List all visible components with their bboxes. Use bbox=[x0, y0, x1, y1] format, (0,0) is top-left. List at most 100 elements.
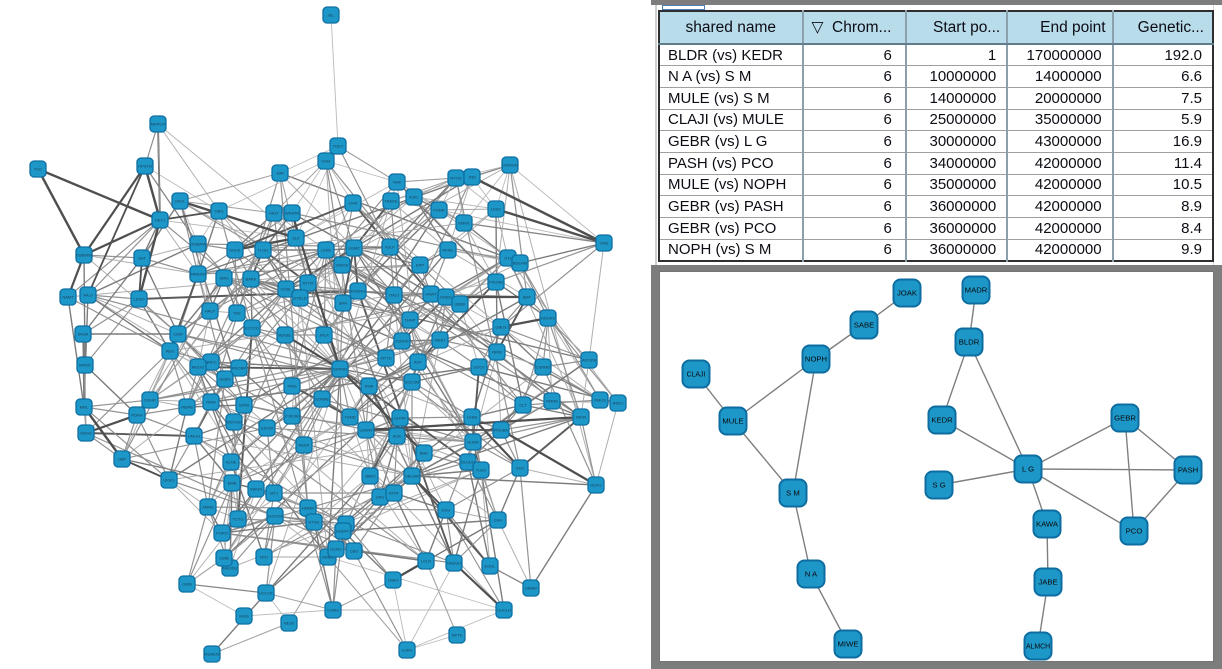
svg-text:SATB: SATB bbox=[239, 403, 249, 408]
svg-text:RRW: RRW bbox=[492, 350, 502, 355]
svg-text:GWGS: GWGS bbox=[336, 263, 349, 268]
svg-text:UUOCN: UUOCN bbox=[268, 514, 283, 519]
svg-text:KMA: KMA bbox=[365, 384, 374, 389]
svg-text:MGDO: MGDO bbox=[192, 365, 204, 370]
svg-text:HLRG: HLRG bbox=[590, 483, 601, 488]
svg-text:GGT: GGT bbox=[516, 466, 525, 471]
svg-text:UMUH: UMUH bbox=[188, 434, 200, 439]
svg-text:DBGS: DBGS bbox=[80, 431, 92, 436]
svg-text:ODUKS: ODUKS bbox=[541, 316, 556, 321]
svg-text:OBG: OBG bbox=[215, 209, 224, 214]
svg-text:DOHR: DOHR bbox=[144, 398, 156, 403]
svg-text:HTSU: HTSU bbox=[309, 520, 320, 525]
svg-text:WDATN: WDATN bbox=[285, 211, 299, 216]
svg-text:HUBN: HUBN bbox=[467, 440, 478, 445]
svg-text:TAASE: TAASE bbox=[385, 199, 398, 204]
svg-text:OASGU: OASGU bbox=[447, 561, 462, 566]
svg-text:SHH: SHH bbox=[339, 301, 348, 306]
svg-text:MNL: MNL bbox=[80, 405, 89, 410]
svg-text:MIWE: MIWE bbox=[838, 640, 859, 649]
svg-text:KAWA: KAWA bbox=[1036, 520, 1059, 529]
svg-text:WSTGW: WSTGW bbox=[226, 420, 242, 425]
svg-text:HAWT: HAWT bbox=[425, 292, 437, 297]
svg-text:N A: N A bbox=[805, 570, 818, 579]
svg-text:PSOAB: PSOAB bbox=[489, 280, 503, 285]
svg-text:RMUS: RMUS bbox=[594, 398, 606, 403]
svg-text:NHK: NHK bbox=[393, 180, 402, 185]
svg-text:BLDR: BLDR bbox=[959, 338, 980, 347]
svg-text:HPSTN: HPSTN bbox=[138, 164, 152, 169]
svg-text:CLT: CLT bbox=[519, 403, 527, 408]
svg-text:NAMT: NAMT bbox=[62, 295, 74, 300]
svg-text:PONR: PONR bbox=[433, 208, 445, 213]
svg-text:BHK: BHK bbox=[420, 451, 429, 456]
svg-text:SMG: SMG bbox=[219, 276, 228, 281]
svg-text:UGMC: UGMC bbox=[348, 246, 360, 251]
svg-text:NRKC: NRKC bbox=[205, 360, 216, 365]
svg-text:SMJA: SMJA bbox=[78, 332, 89, 337]
svg-text:PDKH: PDKH bbox=[131, 413, 142, 418]
svg-text:RTOD: RTOD bbox=[450, 176, 461, 181]
svg-text:TGC: TGC bbox=[34, 167, 43, 172]
svg-text:EDOM: EDOM bbox=[261, 426, 273, 431]
svg-text:MTJ: MTJ bbox=[270, 491, 278, 496]
svg-text:SBLHM: SBLHM bbox=[405, 474, 419, 479]
svg-text:ECTCD: ECTCD bbox=[245, 326, 259, 331]
svg-text:LDSE: LDSE bbox=[321, 248, 332, 253]
svg-text:SLK: SLK bbox=[292, 236, 300, 241]
svg-text:BARK: BARK bbox=[246, 277, 257, 282]
svg-text:RRW: RRW bbox=[206, 400, 216, 405]
svg-text:UOOJ: UOOJ bbox=[473, 365, 484, 370]
svg-text:RTTM: RTTM bbox=[302, 281, 313, 286]
svg-text:EPP: EPP bbox=[416, 263, 424, 268]
svg-text:PMUBA: PMUBA bbox=[494, 428, 509, 433]
svg-text:LDSC: LDSC bbox=[491, 207, 502, 212]
svg-text:CSRMD: CSRMD bbox=[536, 365, 551, 370]
svg-text:HWS: HWS bbox=[239, 614, 249, 619]
svg-text:NJLP: NJLP bbox=[385, 245, 395, 250]
svg-text:ADOPB: ADOPB bbox=[582, 358, 596, 363]
svg-text:LCLR: LCLR bbox=[421, 559, 431, 564]
svg-text:S M: S M bbox=[786, 489, 800, 498]
svg-text:ATNT: ATNT bbox=[389, 491, 400, 496]
svg-text:CHMS: CHMS bbox=[327, 608, 339, 613]
svg-text:UKEG: UKEG bbox=[163, 478, 174, 483]
svg-text:NOPH: NOPH bbox=[805, 355, 827, 364]
svg-text:MKBT: MKBT bbox=[434, 338, 446, 343]
svg-text:SABE: SABE bbox=[854, 321, 875, 330]
svg-text:JBMO: JBMO bbox=[364, 474, 375, 479]
svg-text:HRJN: HRJN bbox=[576, 415, 587, 420]
svg-text:MKPCH: MKPCH bbox=[151, 122, 166, 127]
svg-text:UCWJ: UCWJ bbox=[330, 547, 342, 552]
svg-text:GJKH: GJKH bbox=[402, 648, 413, 653]
svg-text:LKEB: LKEB bbox=[467, 415, 478, 420]
svg-text:BDP: BDP bbox=[523, 295, 532, 300]
svg-text:KMKK: KMKK bbox=[458, 221, 470, 226]
svg-text:JNS: JNS bbox=[468, 175, 476, 180]
svg-text:TLBO: TLBO bbox=[476, 468, 486, 473]
svg-text:PCO: PCO bbox=[1126, 527, 1143, 536]
svg-text:MPDD: MPDD bbox=[79, 363, 91, 368]
svg-text:SGCSM: SGCSM bbox=[405, 380, 420, 385]
svg-text:BDGBL: BDGBL bbox=[278, 333, 292, 338]
svg-text:EOUL: EOUL bbox=[485, 564, 497, 569]
svg-text:GCBL: GCBL bbox=[281, 287, 293, 292]
svg-text:MULE: MULE bbox=[722, 417, 743, 426]
svg-text:ULPAT: ULPAT bbox=[394, 416, 407, 421]
svg-text:JOAK: JOAK bbox=[897, 289, 918, 298]
svg-text:GHH: GHH bbox=[322, 159, 331, 164]
svg-text:GBUS: GBUS bbox=[495, 325, 507, 330]
svg-text:OAJJ: OAJJ bbox=[389, 293, 399, 298]
svg-text:HRLT: HRLT bbox=[269, 211, 280, 216]
svg-text:DTDLD: DTDLD bbox=[293, 296, 306, 301]
svg-text:DNBO: DNBO bbox=[440, 295, 452, 300]
svg-text:JSNOE: JSNOE bbox=[395, 339, 409, 344]
svg-text:RKOSP: RKOSP bbox=[232, 366, 246, 371]
svg-text:GONAE: GONAE bbox=[315, 397, 330, 402]
svg-text:SHT: SHT bbox=[138, 256, 147, 261]
svg-text:DHUPC: DHUPC bbox=[336, 529, 350, 534]
svg-text:UBBD: UBBD bbox=[454, 302, 465, 307]
svg-text:OKU: OKU bbox=[376, 495, 385, 500]
svg-text:JEL: JEL bbox=[328, 13, 336, 18]
svg-text:NEJD: NEJD bbox=[284, 621, 295, 626]
